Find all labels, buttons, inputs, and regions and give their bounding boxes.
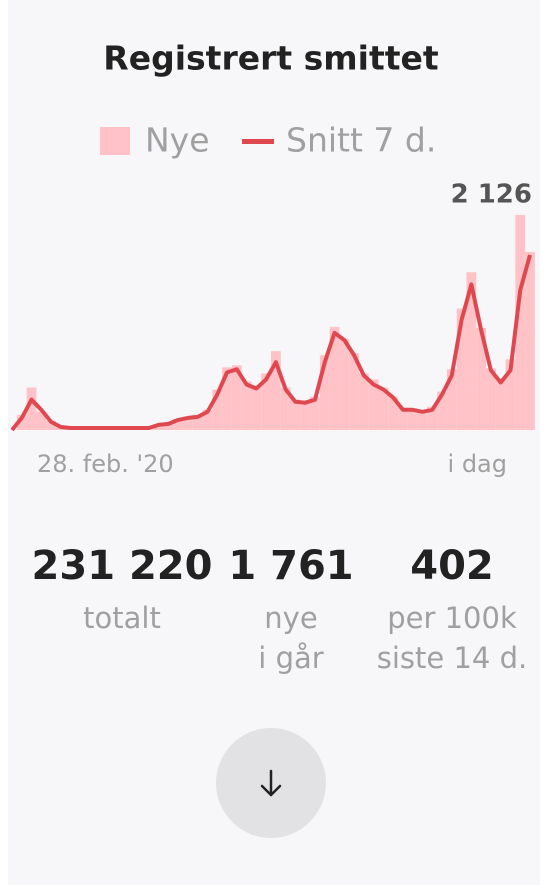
scroll-button[interactable] [216, 728, 326, 838]
bar [417, 410, 428, 430]
bar [212, 389, 223, 430]
bar [466, 272, 477, 430]
bar [46, 420, 56, 430]
bar [251, 385, 262, 430]
stat-label: totalt [83, 601, 161, 635]
bar [358, 373, 369, 430]
stat-value: 1 761 [228, 543, 353, 589]
bar [26, 387, 37, 430]
bar [271, 351, 281, 430]
bar [378, 387, 389, 430]
bar [241, 381, 252, 430]
bar [456, 308, 467, 430]
bar [407, 408, 418, 430]
legend-label: Nye [145, 121, 210, 160]
bar [163, 422, 174, 430]
arrow-icon[interactable] [260, 769, 282, 797]
x-tick-label: 28. feb. '20 [37, 450, 174, 478]
bar [368, 379, 379, 430]
legend-swatch [100, 127, 130, 155]
bar [427, 406, 438, 430]
bar [36, 411, 47, 430]
bar [319, 355, 330, 430]
bar [446, 369, 457, 430]
bar [202, 409, 213, 430]
bar [329, 326, 340, 430]
stats: 231 220 totalt 1 761 nye i går 402 per 100k sis… [32, 543, 528, 675]
bar [525, 251, 535, 430]
bar [222, 367, 232, 430]
line [10, 254, 532, 432]
stat-label: i går [258, 641, 323, 675]
legend-label: Snitt 7 d. [286, 121, 436, 160]
bar [183, 416, 193, 430]
bar [16, 414, 27, 430]
stat-label: nye [264, 601, 317, 635]
x-tick-label: i dag [448, 450, 507, 478]
legend-swatch [242, 139, 274, 144]
bar [261, 373, 271, 430]
bar [476, 327, 487, 430]
bar [515, 215, 526, 430]
data-label: 2 126 [451, 180, 532, 210]
bar [310, 396, 320, 430]
bar [231, 365, 242, 430]
bar [486, 368, 496, 430]
bar [495, 379, 506, 430]
bar [505, 359, 516, 430]
stat-label: per 100k [387, 601, 517, 635]
bar [192, 414, 203, 430]
bar [173, 418, 184, 430]
stat-value: 402 [410, 543, 494, 589]
bar [290, 399, 301, 430]
title: Registrert smittet [103, 39, 439, 78]
stat-value: 231 220 [32, 543, 213, 589]
bar [437, 391, 447, 430]
bar [339, 338, 350, 430]
plot: 2 126 28. feb. '20 i dag [10, 180, 535, 478]
bar [398, 407, 408, 430]
stat-label: siste 14 d. [377, 641, 527, 675]
bar [349, 353, 359, 430]
bar [300, 400, 311, 430]
bar [280, 387, 291, 430]
bar [388, 396, 399, 430]
